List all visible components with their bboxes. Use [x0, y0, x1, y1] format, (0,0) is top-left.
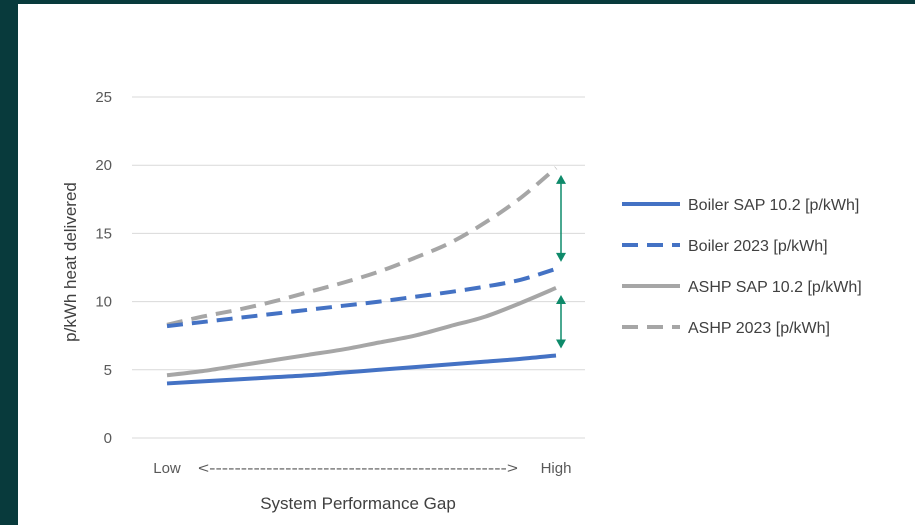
- legend-label-2: ASHP SAP 10.2 [p/kWh]: [688, 279, 862, 296]
- series-line-0: [166, 353, 557, 386]
- legend-item-0: Boiler SAP 10.2 [p/kWh]: [622, 197, 859, 214]
- gap-arrow-1: [556, 294, 566, 349]
- y-tick-label-5: 5: [104, 362, 112, 379]
- y-tick-label-20: 20: [95, 157, 112, 174]
- y-axis-ticks: 0 5 10 15 20 25: [95, 89, 112, 447]
- x-axis-title: System Performance Gap: [260, 494, 456, 513]
- series-line-2: [166, 286, 557, 378]
- x-low-label: Low: [153, 460, 181, 477]
- y-tick-label-0: 0: [104, 430, 112, 447]
- y-tick-label-15: 15: [95, 225, 112, 242]
- legend: Boiler SAP 10.2 [p/kWh] Boiler 2023 [p/kW…: [622, 197, 862, 337]
- y-tick-label-10: 10: [95, 294, 112, 311]
- legend-item-1: Boiler 2023 [p/kWh]: [622, 238, 828, 255]
- y-tick-label-25: 25: [95, 89, 112, 106]
- series-lines: [166, 166, 558, 386]
- gap-arrow-head-top-0: [556, 174, 566, 184]
- x-high-label: High: [541, 460, 572, 477]
- gap-arrow-head-bottom-0: [556, 252, 566, 262]
- legend-label-3: ASHP 2023 [p/kWh]: [688, 320, 830, 337]
- gap-arrow-head-bottom-1: [556, 339, 566, 349]
- legend-item-2: ASHP SAP 10.2 [p/kWh]: [622, 279, 862, 296]
- annotations: [556, 174, 566, 349]
- gap-arrow-head-top-1: [556, 294, 566, 304]
- legend-label-1: Boiler 2023 [p/kWh]: [688, 238, 828, 255]
- series-line-3: [166, 166, 558, 327]
- gridlines: [132, 96, 585, 439]
- y-axis-title: p/kWh heat delivered: [61, 182, 80, 342]
- legend-label-0: Boiler SAP 10.2 [p/kWh]: [688, 197, 859, 214]
- gap-arrow-0: [556, 174, 566, 262]
- x-arrow-label: <---------------------------------------…: [198, 460, 518, 477]
- legend-item-3: ASHP 2023 [p/kWh]: [622, 320, 830, 337]
